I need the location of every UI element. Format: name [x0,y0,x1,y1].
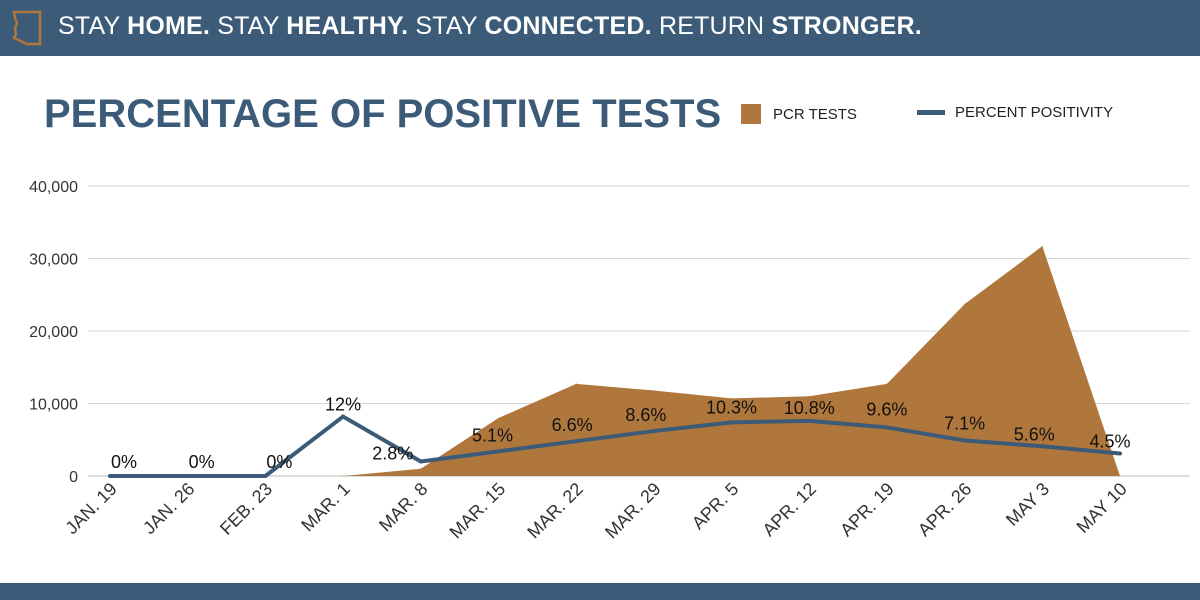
pcr-tests-point [342,475,344,477]
pcr-tests-point [964,303,966,305]
x-tick-label: JAN. 26 [139,479,198,538]
banner-slogan: STAY HOME. STAY HEALTHY. STAY CONNECTED.… [58,12,922,41]
percent-positivity-label: 4.5% [1089,432,1130,452]
percent-positivity-label: 0% [111,452,137,472]
pcr-tests-point [731,397,733,399]
x-tick-label: JAN. 19 [61,479,120,538]
banner-part: STRONGER. [771,12,922,40]
percent-positivity-label: 10.3% [706,397,757,417]
legend-swatch-pcr [741,104,761,124]
footer-bar [0,583,1200,600]
legend-label-pcr: PCR TESTS [773,105,857,123]
banner-part: CONNECTED. [484,12,652,40]
banner-part: HOME. [127,12,211,40]
y-tick-label: 0 [69,469,78,486]
percent-positivity-point [418,459,423,464]
percent-positivity-label: 12% [325,395,361,415]
x-tick-label: MAR. 8 [375,479,432,536]
pcr-tests-point [653,389,655,391]
banner-part: HEALTHY. [286,12,409,40]
percent-positivity-label: 5.1% [472,425,513,445]
pcr-tests-point [886,383,888,385]
percent-positivity-point [496,449,501,454]
percent-positivity-point [108,474,112,478]
x-tick-label: MAY 3 [1002,479,1053,530]
banner-part: STAY [408,12,485,40]
percent-positivity-label: 0% [266,452,292,472]
x-tick-label: FEB. 23 [216,479,276,539]
percent-positivity-label: 8.6% [625,405,666,425]
x-tick-label: MAR. 29 [601,479,665,543]
percent-positivity-point [962,438,967,443]
y-tick-label: 10,000 [29,397,78,414]
legend-item-pcr: PCR TESTS [741,104,857,124]
x-tick-label: APR. 12 [759,479,821,541]
percent-positivity-point [807,418,812,423]
percent-positivity-point [263,474,268,478]
banner-part: RETURN [651,12,772,40]
pcr-tests-point [1041,245,1043,247]
legend-item-positivity: PERCENT POSITIVITY [917,104,1113,121]
percent-positivity-point [651,429,656,434]
percent-positivity-label: 10.8% [784,398,835,418]
y-tick-label: 40,000 [29,179,78,196]
percent-positivity-point [1118,451,1122,456]
percent-positivity-line [110,414,1121,478]
percent-positivity-label: 2.8% [372,444,413,464]
pcr-tests-point [575,383,577,385]
banner-part: STAY [58,12,128,40]
y-tick-label: 20,000 [29,324,78,341]
x-tick-label: MAR. 22 [523,479,587,543]
arizona-state-outline-icon [12,10,42,46]
x-tick-label: APR. 5 [688,479,742,533]
percent-positivity-label: 5.6% [1014,424,1055,444]
x-tick-label: APR. 19 [836,479,898,541]
x-tick-label: MAR. 1 [297,479,354,536]
banner-part: STAY [210,12,287,40]
pcr-tests-area [110,246,1120,476]
y-tick-label: 30,000 [29,252,78,269]
percent-positivity-point [341,414,346,419]
percent-positivity-point [185,474,190,478]
legend-label-positivity: PERCENT POSITIVITY [955,104,1114,121]
pcr-tests-point [497,417,499,419]
x-tick-label: APR. 26 [914,479,976,541]
pcr-tests-point [808,395,810,397]
percent-positivity-point [729,420,734,425]
chart-title: PERCENTAGE OF POSITIVE TESTS [44,92,722,136]
percent-positivity-point [1040,444,1045,449]
pcr-tests-point [1119,475,1121,477]
percent-positivity-label: 9.6% [866,399,907,419]
header-banner: STAY HOME. STAY HEALTHY. STAY CONNECTED.… [0,0,1200,56]
percent-positivity-label: 7.1% [944,413,985,433]
x-tick-label: MAY 10 [1073,479,1131,537]
percent-positivity-point [884,425,889,430]
pcr-tests-point [420,468,422,470]
percent-positivity-label: 6.6% [552,415,593,435]
percent-positivity-label: 0% [189,452,215,472]
percent-positivity-point [574,439,579,444]
x-tick-label: MAR. 15 [446,479,510,543]
legend-swatch-positivity [917,110,945,115]
